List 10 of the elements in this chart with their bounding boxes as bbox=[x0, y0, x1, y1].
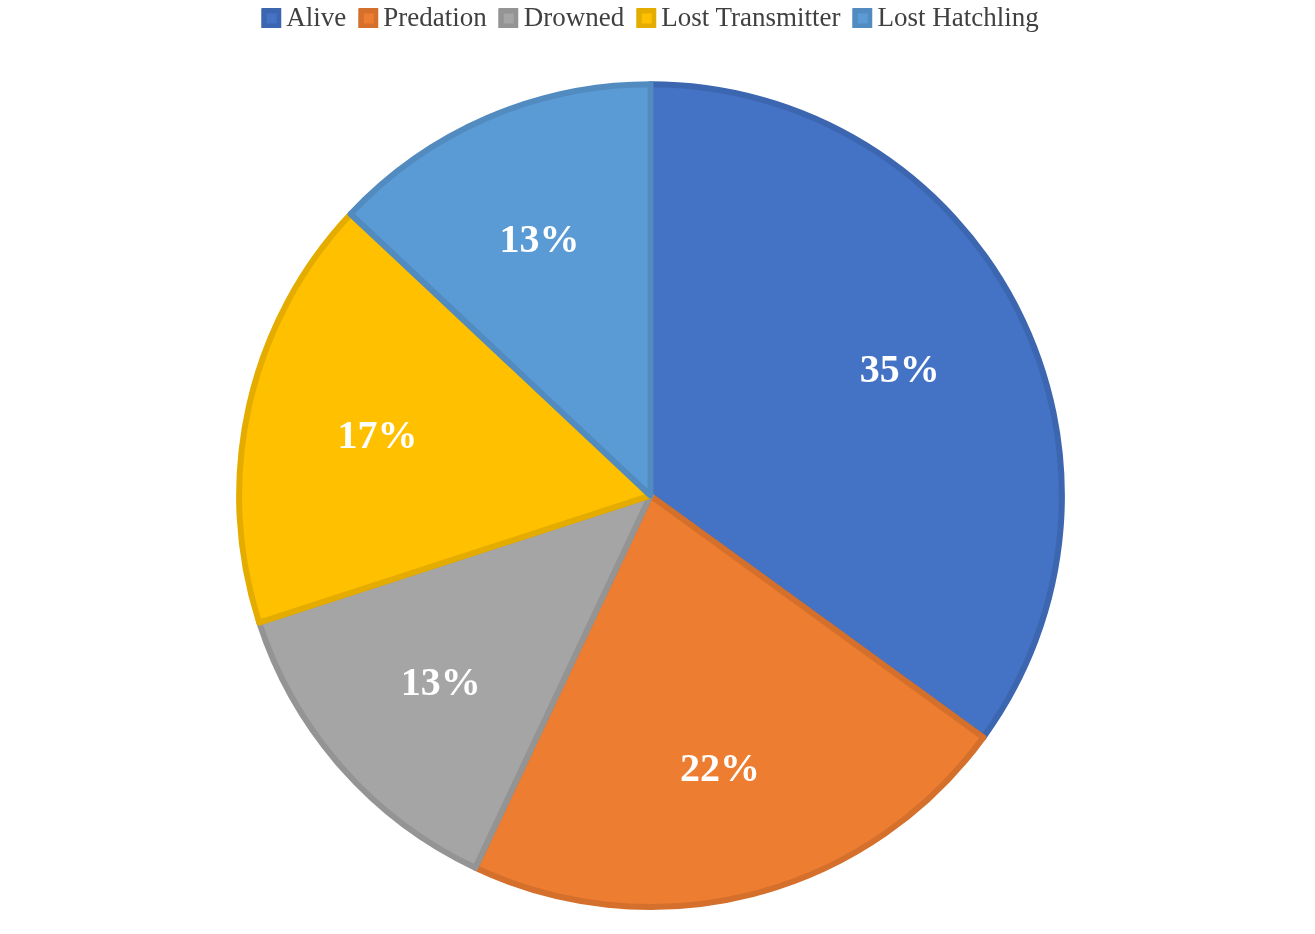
legend-label: Alive bbox=[286, 2, 347, 33]
legend-label: Lost Hatchling bbox=[877, 2, 1039, 33]
legend-label: Lost Transmitter bbox=[661, 2, 841, 33]
legend-label: Drowned bbox=[523, 2, 625, 33]
data-label: 13% bbox=[400, 658, 481, 704]
data-label: 35% bbox=[859, 345, 940, 391]
legend-label: Predation bbox=[383, 2, 487, 33]
data-label: 22% bbox=[680, 744, 761, 790]
data-label: 13% bbox=[499, 215, 580, 261]
data-label: 17% bbox=[337, 411, 418, 457]
